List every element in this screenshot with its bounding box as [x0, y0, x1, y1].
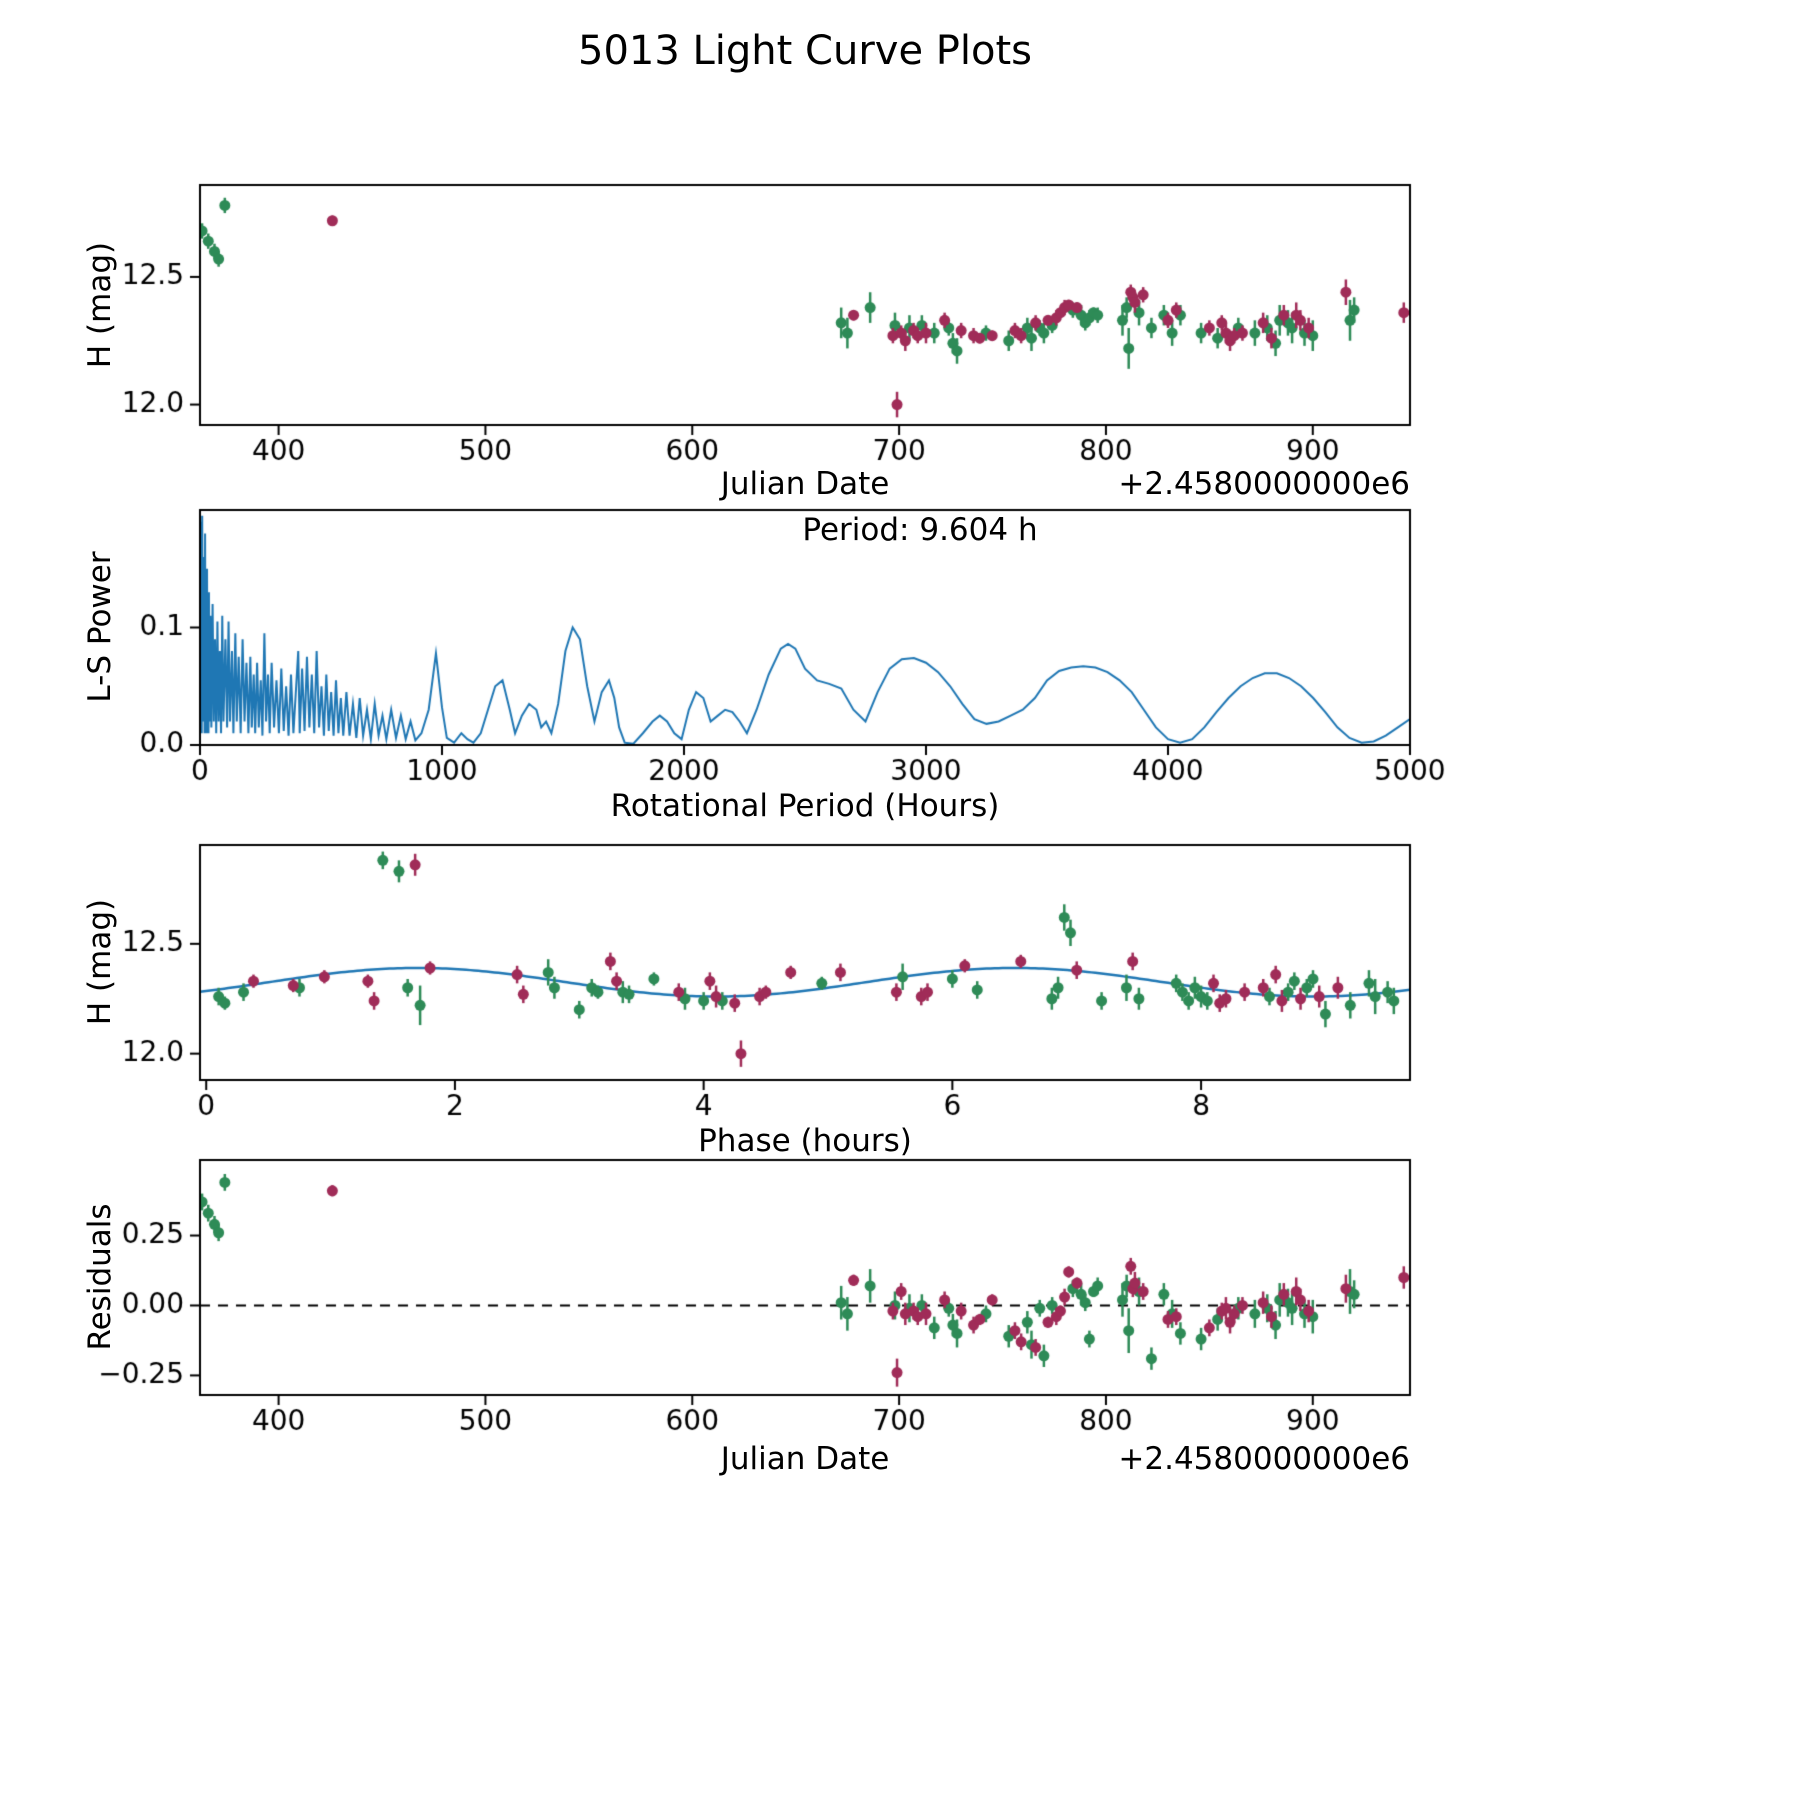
plot3-y-axis-label: H (mag)	[82, 898, 118, 1026]
plot4-x-axis-offset: +2.4580000000e6	[1118, 1441, 1410, 1477]
plot1-y-axis-label: H (mag)	[82, 241, 118, 369]
plot4-x-axis-label: Julian Date	[720, 1441, 890, 1477]
plot2-x-axis-label: Rotational Period (Hours)	[610, 788, 1000, 824]
plot1-x-axis-label: Julian Date	[720, 466, 890, 502]
plot4-y-axis-label: Residuals	[82, 1203, 118, 1351]
plot3-x-axis-label: Phase (hours)	[698, 1123, 912, 1159]
plot1-x-axis-offset: +2.4580000000e6	[1118, 466, 1410, 502]
page-title: 5013 Light Curve Plots	[577, 28, 1033, 74]
plot2-y-axis-label: L-S Power	[82, 551, 118, 703]
period-annotation: Period: 9.604 h	[802, 512, 1038, 548]
